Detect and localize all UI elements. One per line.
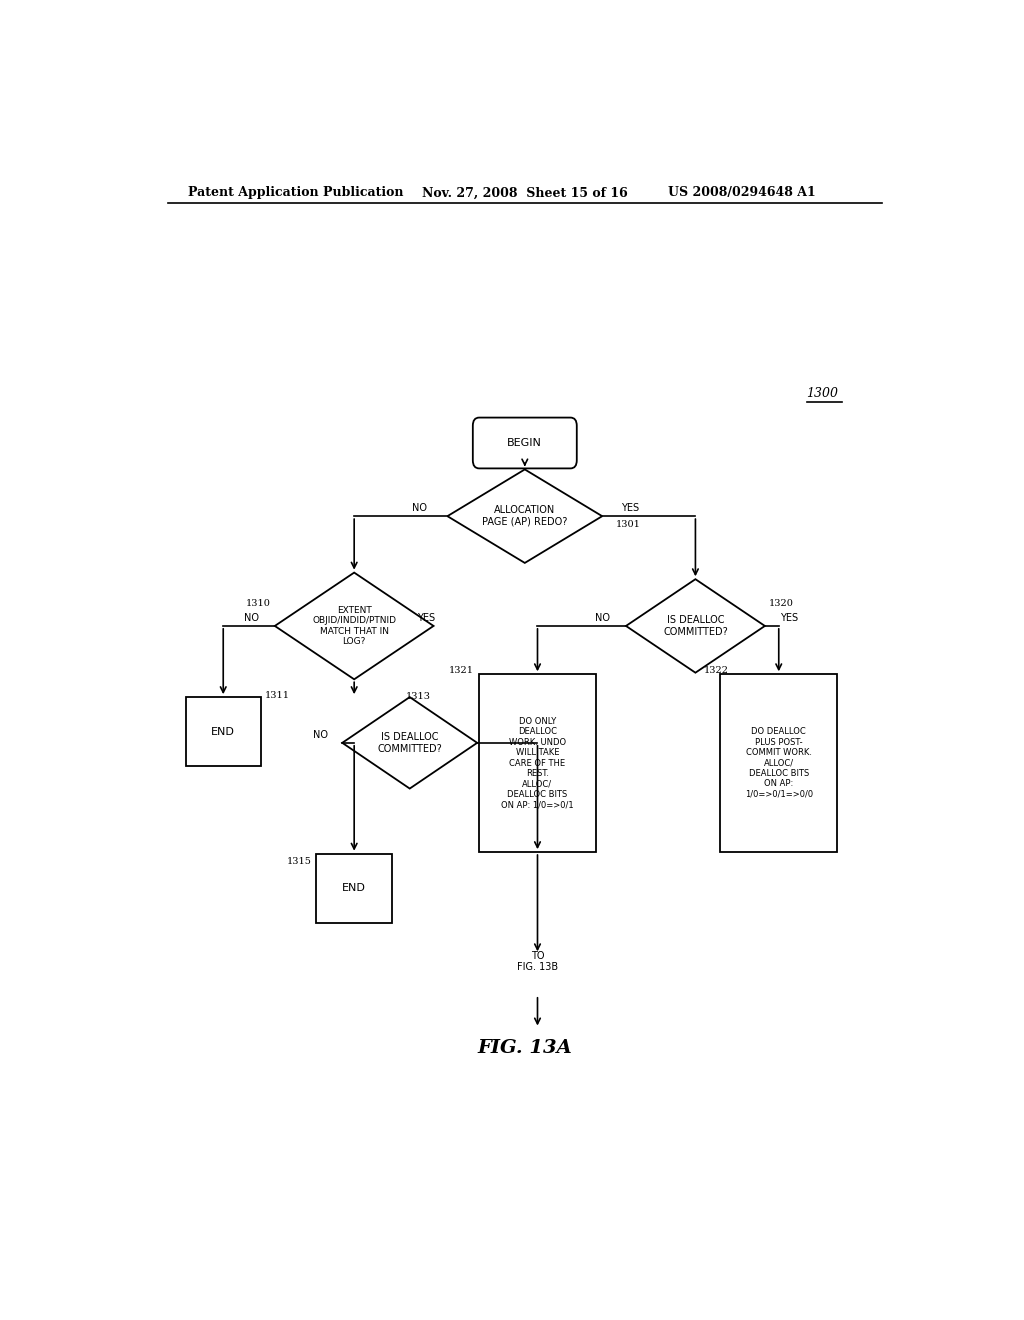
Text: YES: YES [779, 612, 798, 623]
Text: ALLOCATION
PAGE (AP) REDO?: ALLOCATION PAGE (AP) REDO? [482, 506, 567, 527]
Text: NO: NO [595, 612, 609, 623]
Text: NO: NO [312, 730, 328, 739]
Text: 1315: 1315 [287, 857, 311, 866]
Bar [185, 697, 261, 766]
FancyBboxPatch shape [473, 417, 577, 469]
Bar [316, 854, 392, 923]
Text: IS DEALLOC
COMMITTED?: IS DEALLOC COMMITTED? [378, 733, 442, 754]
Text: YES: YES [621, 503, 639, 513]
Text: IS DEALLOC
COMMITTED?: IS DEALLOC COMMITTED? [664, 615, 728, 636]
Text: 1321: 1321 [449, 667, 474, 675]
Text: Nov. 27, 2008  Sheet 15 of 16: Nov. 27, 2008 Sheet 15 of 16 [422, 186, 628, 199]
Text: YES: YES [488, 730, 506, 739]
Text: 1310: 1310 [246, 599, 270, 609]
Text: FIG. 13A: FIG. 13A [477, 1039, 572, 1057]
Text: 1311: 1311 [264, 690, 290, 700]
Text: Patent Application Publication: Patent Application Publication [187, 186, 403, 199]
Text: YES: YES [417, 612, 434, 623]
Text: NO: NO [412, 503, 427, 513]
Bar [479, 675, 596, 853]
Text: NO: NO [244, 612, 258, 623]
Polygon shape [342, 697, 477, 788]
Text: 1322: 1322 [703, 667, 728, 675]
Text: DO DEALLOC
PLUS POST-
COMMIT WORK.
ALLOC/
DEALLOC BITS
ON AP:
1/0=>0/1=>0/0: DO DEALLOC PLUS POST- COMMIT WORK. ALLOC… [744, 727, 813, 799]
Text: BEGIN: BEGIN [507, 438, 543, 447]
Text: END: END [211, 726, 236, 737]
Polygon shape [447, 470, 602, 562]
Text: DO ONLY
DEALLOC
WORK. UNDO
WILL TAKE
CARE OF THE
REST.
ALLOC/
DEALLOC BITS
ON AP: DO ONLY DEALLOC WORK. UNDO WILL TAKE CAR… [501, 717, 573, 809]
Polygon shape [274, 573, 433, 680]
Text: 1320: 1320 [769, 599, 794, 609]
Text: US 2008/0294648 A1: US 2008/0294648 A1 [668, 186, 815, 199]
Text: TO
FIG. 13B: TO FIG. 13B [517, 950, 558, 972]
Text: 1300: 1300 [807, 387, 839, 400]
Text: END: END [342, 883, 367, 894]
Polygon shape [626, 579, 765, 673]
Text: 1301: 1301 [616, 520, 641, 529]
Text: 1313: 1313 [406, 692, 431, 701]
Bar [720, 675, 838, 853]
Text: EXTENT
OBJID/INDID/PTNID
MATCH THAT IN
LOG?: EXTENT OBJID/INDID/PTNID MATCH THAT IN L… [312, 606, 396, 645]
